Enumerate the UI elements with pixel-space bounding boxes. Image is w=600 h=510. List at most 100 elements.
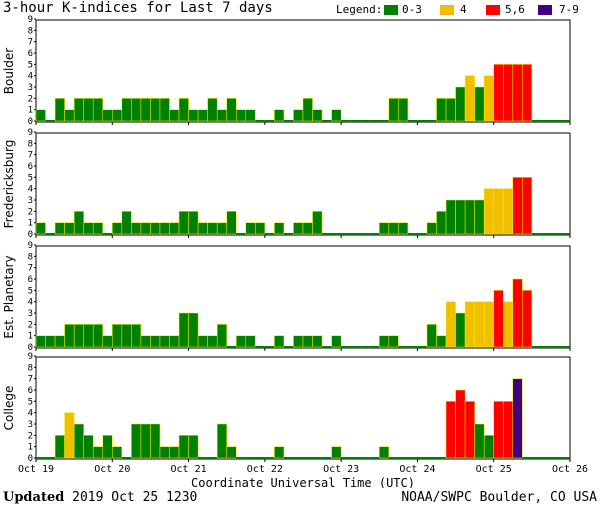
x-tick-label: Oct 26 (552, 464, 588, 475)
bar (73, 324, 84, 348)
bar (159, 335, 170, 348)
panel-label: Fredericksburg (2, 140, 16, 229)
bar (207, 98, 218, 122)
page-title: 3-hour K-indices for Last 7 days (3, 0, 273, 16)
bar (169, 222, 180, 235)
bar (121, 211, 132, 235)
bar (274, 222, 285, 235)
y-tick-label: 7 (28, 151, 33, 161)
legend-item-3: 7-9 (559, 3, 579, 16)
bar (302, 335, 313, 348)
y-tick-label: 8 (28, 363, 33, 373)
bar (178, 98, 189, 122)
y-tick-label: 2 (28, 320, 33, 330)
bar (140, 335, 151, 348)
y-tick-label: 7 (28, 375, 33, 385)
bar (121, 324, 132, 348)
bar (159, 222, 170, 235)
y-tick-label: 8 (28, 139, 33, 149)
bar (35, 222, 46, 235)
bar (293, 109, 304, 122)
bar (83, 222, 94, 235)
bar (274, 335, 285, 348)
bar (522, 290, 533, 348)
bar (379, 335, 390, 348)
bar (331, 335, 342, 348)
y-tick-label: 8 (28, 252, 33, 262)
panel-label: College (2, 386, 16, 431)
bar (464, 75, 475, 122)
bar (73, 98, 84, 122)
y-tick-label: 5 (28, 60, 33, 70)
bar (388, 222, 399, 235)
x-tick-label: Oct 23 (323, 464, 359, 475)
bar (522, 64, 533, 122)
k-index-chart: 0123456789Boulder0123456789Fredericksbur… (2, 15, 588, 488)
y-tick-label: 1 (28, 332, 33, 342)
bar (436, 98, 447, 122)
y-tick-label: 7 (28, 38, 33, 48)
bar (522, 177, 533, 235)
y-tick-label: 6 (28, 386, 33, 396)
y-tick-label: 9 (28, 241, 33, 251)
bar (159, 446, 170, 459)
y-tick-label: 2 (28, 431, 33, 441)
bar (474, 86, 485, 122)
bar (312, 211, 323, 235)
bar (207, 335, 218, 348)
bar (245, 222, 256, 235)
bar (426, 324, 437, 348)
bar (216, 423, 227, 459)
legend-item-1: 4 (460, 3, 467, 16)
bar (293, 222, 304, 235)
panel-label: Boulder (2, 48, 16, 95)
bar (483, 301, 494, 348)
bar (54, 335, 65, 348)
bar (312, 335, 323, 348)
bar (112, 222, 123, 235)
updated-value: 2019 Oct 25 1230 (72, 490, 198, 505)
bar (445, 199, 456, 235)
bar (197, 109, 208, 122)
bar (255, 222, 266, 235)
bar (64, 222, 75, 235)
bar (207, 222, 218, 235)
bar (121, 98, 132, 122)
bar (35, 335, 46, 348)
y-tick-label: 9 (28, 128, 33, 138)
bar (35, 109, 46, 122)
y-tick-label: 2 (28, 94, 33, 104)
y-tick-label: 0 (28, 230, 33, 240)
bar (455, 312, 466, 348)
bar (197, 222, 208, 235)
bar (64, 324, 75, 348)
y-tick-label: 6 (28, 275, 33, 285)
bar (512, 378, 523, 459)
bar (197, 335, 208, 348)
bar (302, 222, 313, 235)
bar (236, 335, 247, 348)
panel-frame (35, 245, 571, 349)
bar (54, 222, 65, 235)
bar (216, 222, 227, 235)
y-tick-label: 6 (28, 49, 33, 59)
x-tick-label: Oct 19 (18, 464, 54, 475)
bar (512, 64, 523, 122)
legend-label: Legend: (336, 3, 383, 16)
bar (445, 301, 456, 348)
bar (102, 335, 113, 348)
y-tick-label: 3 (28, 83, 33, 93)
bar (445, 401, 456, 459)
bar (216, 109, 227, 122)
legend-swatch-2 (486, 5, 500, 15)
bar (188, 211, 199, 235)
y-tick-label: 5 (28, 397, 33, 407)
bar (512, 278, 523, 348)
bar (483, 435, 494, 459)
bar (398, 98, 409, 122)
x-tick-label: Oct 22 (247, 464, 283, 475)
bar (245, 109, 256, 122)
bar (150, 222, 161, 235)
y-tick-label: 9 (28, 15, 33, 25)
y-tick-label: 1 (28, 106, 33, 116)
